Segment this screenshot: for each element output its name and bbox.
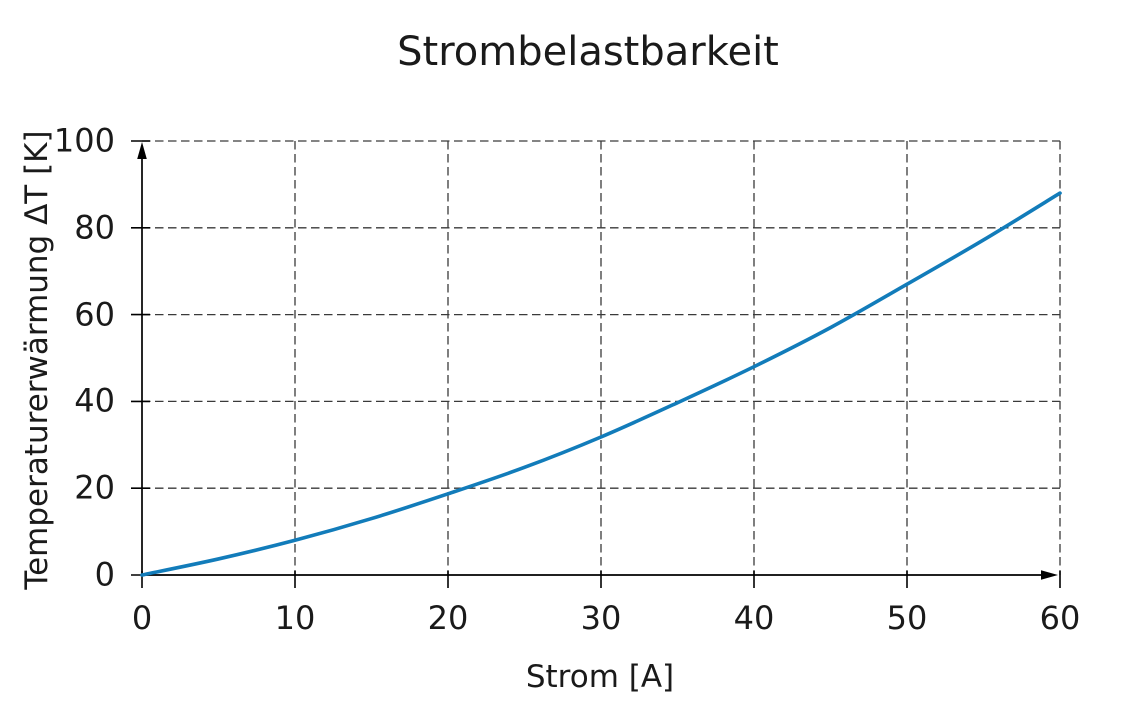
y-tick-label: 100 [53, 121, 115, 160]
y-tick-label: 80 [74, 208, 115, 247]
chart-title: Strombelastbarkeit [397, 29, 779, 75]
x-tick-label: 60 [1039, 599, 1081, 637]
x-tick-label: 30 [580, 599, 622, 637]
data-curve [140, 191, 1062, 577]
x-tick-label: 40 [733, 599, 775, 637]
y-tick-label: 20 [74, 468, 115, 507]
x-tick-label: 0 [131, 599, 153, 637]
x-tick-label: 10 [274, 599, 316, 637]
y-axis-arrow-icon [137, 142, 147, 159]
y-axis-label: Temperaturerwärmung ΔT [K] [18, 130, 55, 590]
x-axis-label: Strom [A] [525, 659, 675, 695]
x-axis-arrow-icon [1041, 570, 1058, 580]
y-tick-label: 60 [74, 295, 115, 333]
y-tick-label: 40 [74, 381, 115, 420]
y-tick-label: 0 [94, 555, 115, 594]
x-tick-label: 20 [427, 599, 469, 637]
x-tick-label: 50 [886, 599, 928, 637]
